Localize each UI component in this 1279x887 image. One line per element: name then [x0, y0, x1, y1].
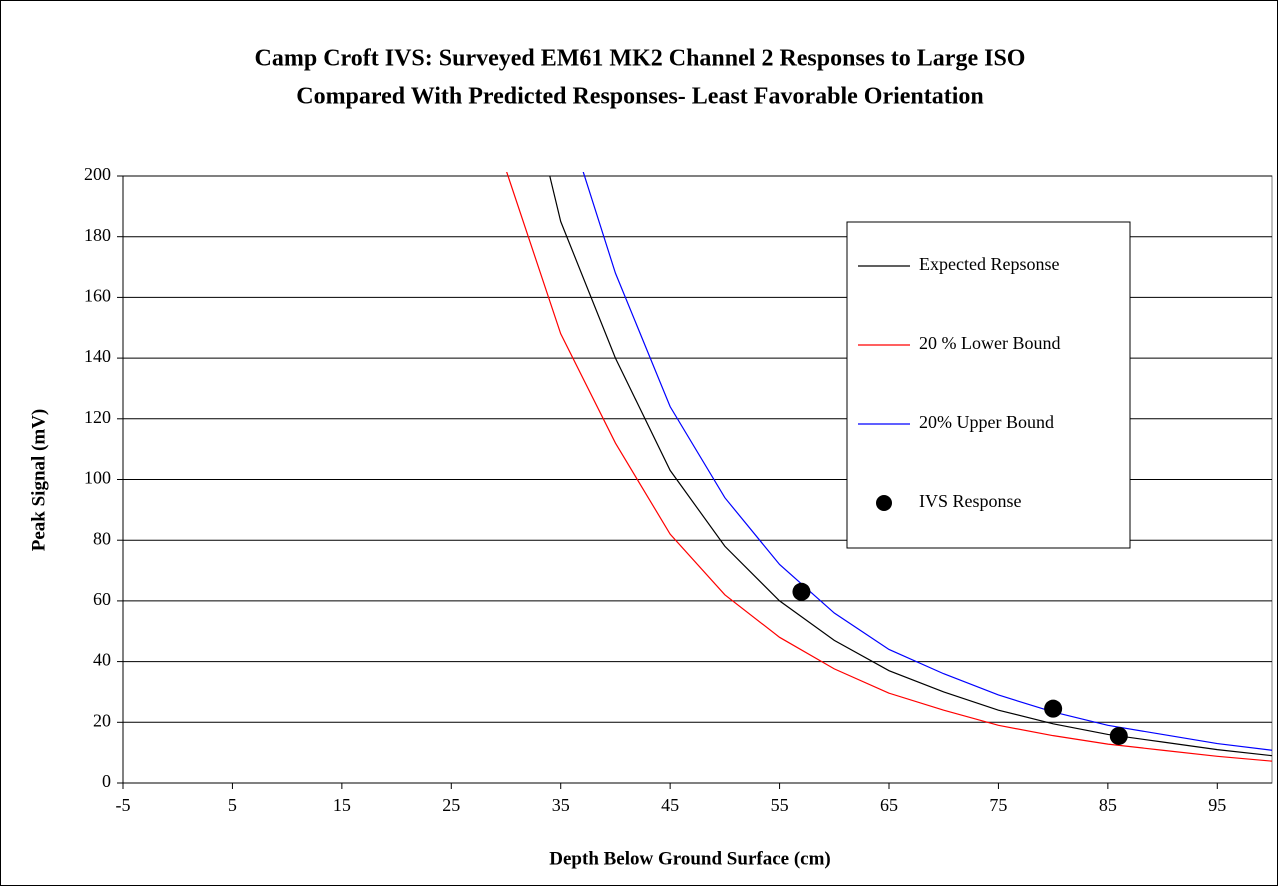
y-tick-label: 20 — [93, 710, 111, 730]
y-tick-label: 120 — [84, 407, 111, 427]
x-axis-label: Depth Below Ground Surface (cm) — [549, 848, 830, 869]
y-tick-label: 100 — [84, 468, 111, 488]
series-line — [582, 172, 1272, 751]
y-tick-label: 180 — [84, 225, 111, 245]
data-point — [1109, 726, 1128, 745]
legend-label: Expected Repsonse — [919, 254, 1059, 274]
y-tick-label: 200 — [84, 164, 111, 184]
x-tick-label: 85 — [1099, 795, 1117, 815]
legend-label: IVS Response — [919, 491, 1022, 511]
x-tick-label: 35 — [552, 795, 570, 815]
legend-marker — [876, 495, 892, 511]
data-point — [792, 582, 811, 601]
x-tick-label: 95 — [1208, 795, 1226, 815]
chart-title: Camp Croft IVS: Surveyed EM61 MK2 Channe… — [255, 46, 1026, 72]
y-axis-label: Peak Signal (mV) — [28, 409, 49, 552]
y-tick-label: 60 — [93, 589, 111, 609]
y-tick-label: 40 — [93, 650, 111, 670]
x-tick-label: 45 — [661, 795, 679, 815]
legend-label: 20 % Lower Bound — [919, 333, 1060, 353]
x-tick-label: 65 — [880, 795, 898, 815]
y-tick-label: 0 — [102, 771, 111, 791]
series-line — [549, 175, 1272, 757]
legend-box — [846, 221, 1131, 549]
x-tick-label: 5 — [228, 795, 237, 815]
y-tick-label: 80 — [93, 528, 111, 548]
chart-title: Compared With Predicted Responses- Least… — [296, 84, 984, 110]
x-tick-label: 55 — [771, 795, 789, 815]
y-tick-label: 160 — [84, 286, 111, 306]
x-tick-label: 25 — [442, 795, 460, 815]
x-tick-label: 15 — [333, 795, 351, 815]
data-point — [1044, 699, 1063, 718]
legend-label: 20% Upper Bound — [919, 412, 1054, 432]
y-tick-label: 140 — [84, 346, 111, 366]
series-line — [506, 172, 1272, 762]
x-tick-label: 75 — [989, 795, 1007, 815]
x-tick-label: -5 — [116, 795, 131, 815]
